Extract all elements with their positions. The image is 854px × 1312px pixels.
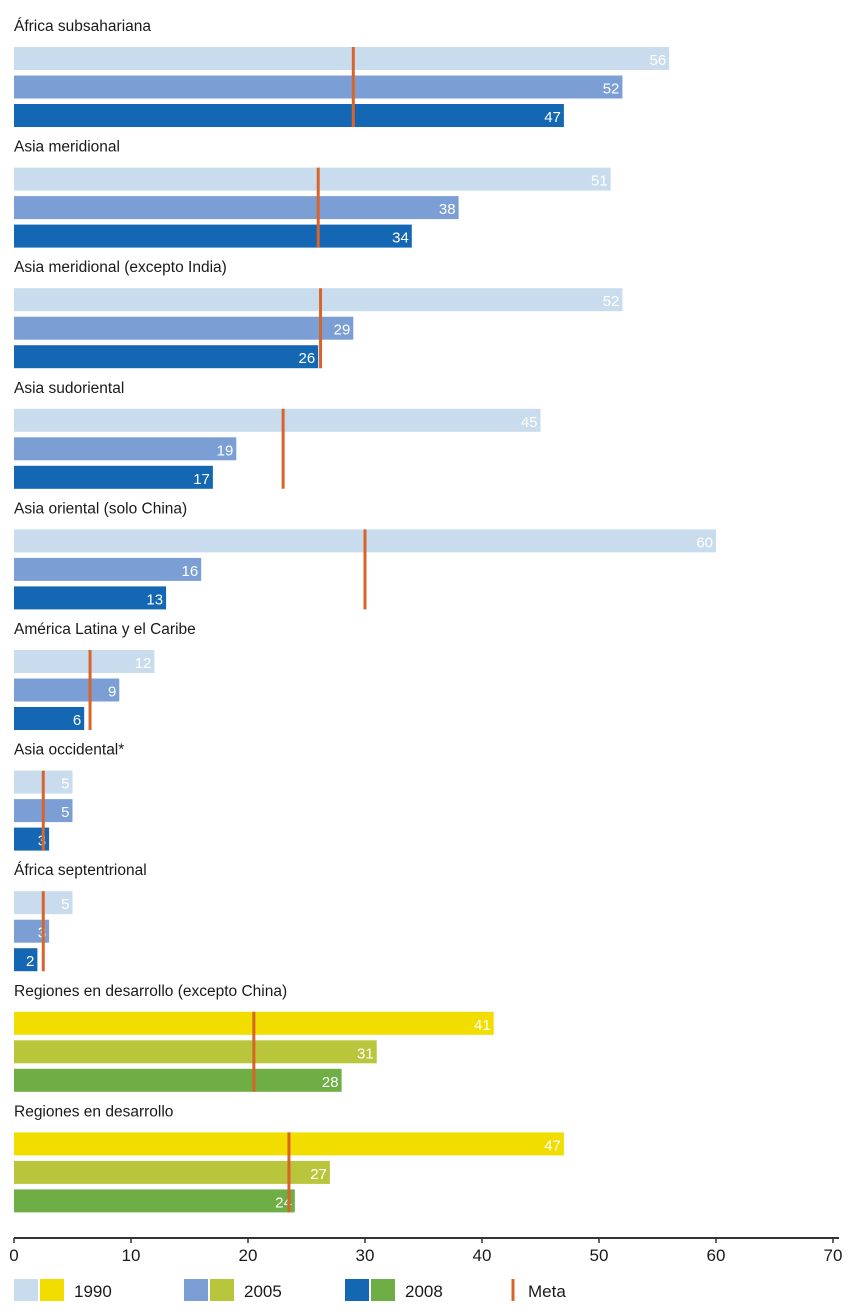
bar-value-label: 16	[182, 563, 199, 580]
group-label: Asia meridional (excepto India)	[14, 259, 227, 276]
bar	[14, 1040, 377, 1064]
bar-value-label: 52	[603, 293, 620, 310]
bar	[14, 650, 155, 673]
legend-label: 2005	[244, 1282, 282, 1301]
legend-swatch	[14, 1279, 38, 1301]
bar	[14, 345, 319, 369]
bar-value-label: 52	[603, 81, 620, 98]
bar-value-label: 60	[696, 534, 713, 551]
bar	[14, 104, 564, 127]
bar	[14, 167, 611, 191]
tick-label: 20	[239, 1246, 258, 1265]
bar	[14, 827, 50, 851]
legend-label: 2008	[405, 1282, 443, 1301]
bar	[14, 196, 459, 220]
bar-value-label: 2	[26, 953, 34, 970]
bar-group: Asia occidental*553	[14, 742, 124, 851]
bar	[14, 1068, 342, 1092]
bar	[14, 919, 50, 943]
group-label: Asia sudoriental	[14, 380, 124, 397]
bar	[14, 224, 412, 248]
bar-value-label: 28	[322, 1074, 339, 1091]
bar-value-label: 9	[108, 684, 116, 701]
group-label: América Latina y el Caribe	[14, 621, 196, 638]
bar-group: Asia meridional (excepto India) 52 29 26	[14, 259, 623, 369]
bar-group: Asia sudoriental 45 19 17	[14, 380, 541, 489]
legend-swatch	[210, 1279, 234, 1301]
legend-swatch	[371, 1279, 395, 1301]
bar	[14, 75, 623, 99]
legend: 1990 2005 2008 Meta	[14, 1279, 566, 1301]
group-label: África septentrional	[14, 862, 147, 879]
bar-group: África septentrional532	[14, 862, 147, 972]
x-axis: 0 10 20 30 40 50 60 70	[9, 1237, 843, 1265]
legend-swatch	[184, 1279, 208, 1301]
group-label: Asia occidental*	[14, 742, 124, 759]
bar-value-label: 38	[439, 201, 456, 218]
bar	[14, 1160, 330, 1184]
bar	[14, 948, 38, 972]
bar-value-label: 47	[544, 109, 561, 126]
group-label: Asia oriental (solo China)	[14, 500, 187, 517]
bar-value-label: 56	[650, 52, 667, 69]
bar-value-label: 6	[73, 712, 81, 729]
bar-value-label: 31	[357, 1045, 374, 1062]
bar	[14, 437, 237, 461]
bar-value-label: 27	[310, 1166, 327, 1183]
bar	[14, 586, 167, 610]
bar-value-label: 51	[591, 173, 608, 190]
bar-value-label: 34	[392, 230, 409, 247]
bar-value-label: 17	[193, 471, 210, 488]
bar	[14, 557, 202, 581]
bar-value-label: 29	[334, 322, 351, 339]
bar-value-label: 47	[544, 1137, 561, 1154]
tick-label: 70	[824, 1246, 843, 1265]
bar-value-label: 19	[217, 442, 234, 459]
legend-swatch	[345, 1279, 369, 1301]
bar	[14, 316, 354, 340]
legend-label: 1990	[74, 1282, 112, 1301]
tick-label: 10	[122, 1246, 141, 1265]
bar-value-label: 5	[61, 776, 69, 793]
bar-value-label: 41	[474, 1017, 491, 1034]
tick-label: 0	[9, 1246, 18, 1265]
bar	[14, 288, 623, 312]
bar	[14, 408, 541, 432]
legend-swatch	[40, 1279, 64, 1301]
bar-value-label: 45	[521, 414, 538, 431]
bar-group: Regiones en desarrollo (excepto China) 41…	[14, 983, 494, 1092]
tick-label: 30	[356, 1246, 375, 1265]
bar-value-label: 5	[61, 896, 69, 913]
bar-value-label: 5	[61, 804, 69, 821]
bar-group: África subsahariana 56 52 47	[14, 18, 670, 127]
bar-group: Asia meridional 51 38 34	[14, 139, 611, 248]
bar-value-label: 13	[146, 591, 163, 608]
bar-value-label: 26	[299, 350, 316, 367]
tick-label: 40	[473, 1246, 492, 1265]
group-label: Asia meridional	[14, 139, 120, 156]
bar	[14, 678, 120, 702]
group-label: África subsahariana	[14, 18, 151, 35]
tick-label: 60	[707, 1246, 726, 1265]
bar	[14, 707, 85, 730]
bar-value-label: 12	[135, 655, 152, 672]
group-label: Regiones en desarrollo	[14, 1103, 173, 1120]
bar-group: América Latina y el Caribe 12 9 6	[14, 621, 196, 730]
tick-label: 50	[590, 1246, 609, 1265]
bar	[14, 1189, 295, 1213]
group-label: Regiones en desarrollo (excepto China)	[14, 983, 287, 1000]
legend-target-label: Meta	[528, 1282, 566, 1301]
bar	[14, 47, 670, 70]
bar	[14, 465, 213, 489]
bar-group: Asia oriental (solo China) 60 16 13	[14, 500, 716, 610]
